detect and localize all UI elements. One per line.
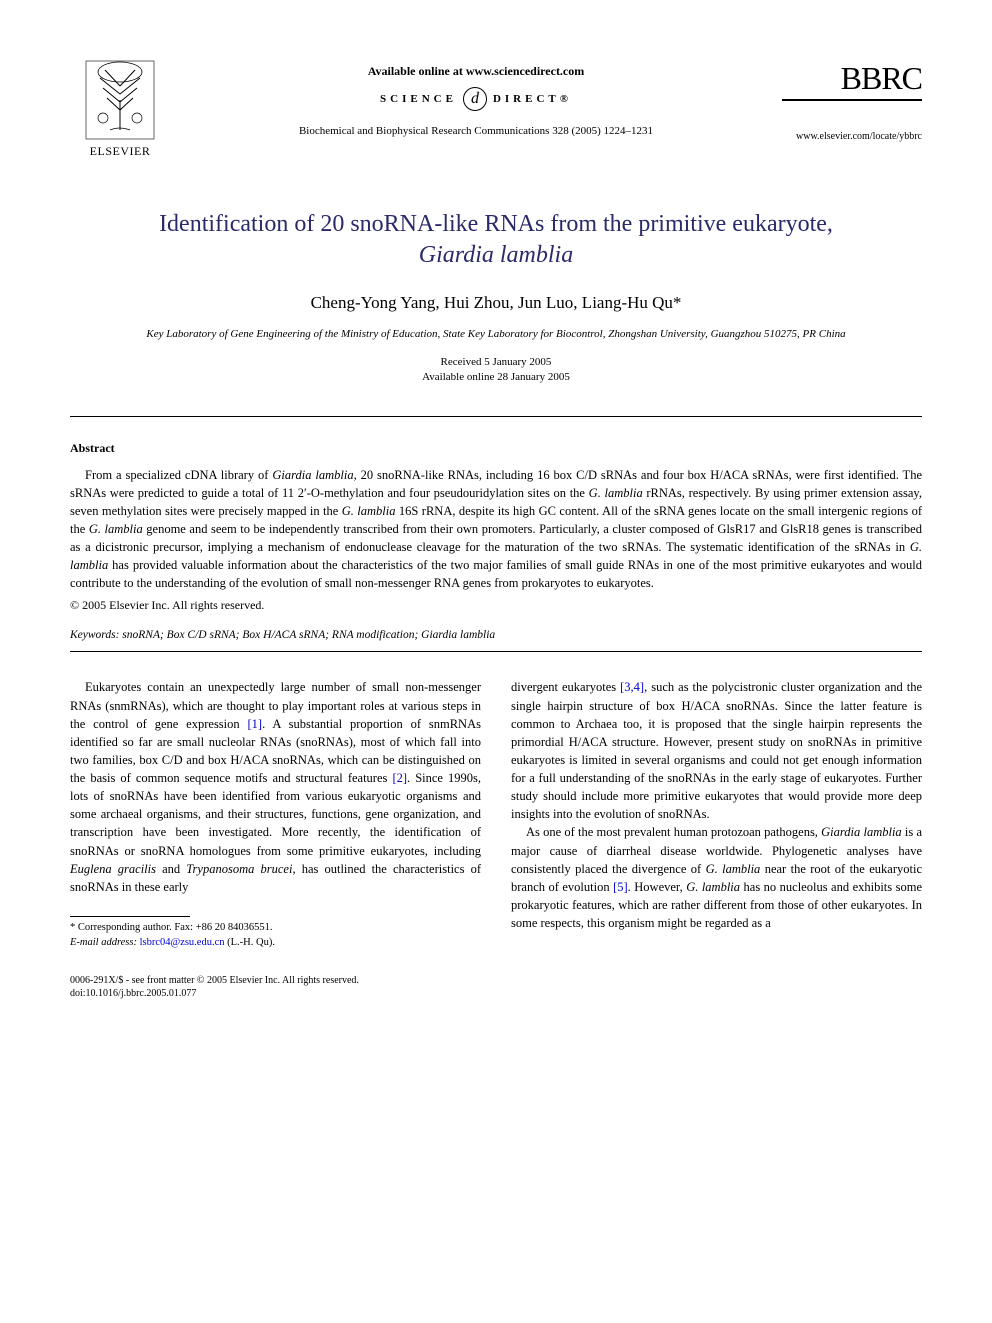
body-paragraph-1: Eukaryotes contain an unexpectedly large… [70,678,481,896]
ref-link-1[interactable]: [1] [248,717,263,731]
journal-reference: Biochemical and Biophysical Research Com… [170,125,782,137]
abstract-body: From a specialized cDNA library of Giard… [70,466,922,593]
ref-link-3-4[interactable]: [3,4] [620,680,644,694]
body-columns: Eukaryotes contain an unexpectedly large… [70,678,922,950]
column-right: divergent eukaryotes [3,4], such as the … [511,678,922,950]
page-footer: 0006-291X/$ - see front matter © 2005 El… [70,974,922,1000]
keywords-label: Keywords: [70,629,119,641]
center-header: Available online at www.sciencedirect.co… [170,60,782,137]
email-label: E-mail address: [70,937,137,948]
sciencedirect-logo: SCIENCE d DIRECT® [380,87,572,111]
rule-above-abstract [70,416,922,417]
received-date: Received 5 January 2005 [441,356,552,368]
keywords: Keywords: snoRNA; Box C/D sRNA; Box H/AC… [70,629,922,641]
publisher-logo-block: ELSEVIER [70,60,170,159]
journal-brand-block: BBRC www.elsevier.com/locate/ybbrc [782,60,922,142]
body-paragraph-2: divergent eukaryotes [3,4], such as the … [511,678,922,823]
available-online-text: Available online at www.sciencedirect.co… [170,64,782,79]
elsevier-tree-icon [85,60,155,140]
online-date: Available online 28 January 2005 [422,371,570,383]
title-line2-species: Giardia lamblia [419,242,573,268]
publisher-label: ELSEVIER [90,144,151,159]
article-title: Identification of 20 snoRNA-like RNAs fr… [70,209,922,271]
locate-url: www.elsevier.com/locate/ybbrc [782,131,922,142]
email-tail: (L.-H. Qu). [225,937,275,948]
sd-text-left: SCIENCE [380,93,457,105]
footnote-rule [70,916,190,917]
body-paragraph-3: As one of the most prevalent human proto… [511,823,922,932]
footer-doi: doi:10.1016/j.bbrc.2005.01.077 [70,988,196,999]
corresponding-author-footnote: * Corresponding author. Fax: +86 20 8403… [70,921,481,950]
journal-abbrev: BBRC [782,60,922,101]
email-line: E-mail address: lsbrc04@zsu.edu.cn (L.-H… [70,936,481,951]
page-header: ELSEVIER Available online at www.science… [70,60,922,159]
sd-text-right: DIRECT® [493,93,572,105]
authors: Cheng-Yong Yang, Hui Zhou, Jun Luo, Lian… [70,293,922,313]
ref-link-2[interactable]: [2] [392,771,407,785]
publication-dates: Received 5 January 2005 Available online… [70,355,922,386]
email-address[interactable]: lsbrc04@zsu.edu.cn [140,937,225,948]
keywords-text: snoRNA; Box C/D sRNA; Box H/ACA sRNA; RN… [119,629,495,641]
footer-front-matter: 0006-291X/$ - see front matter © 2005 El… [70,975,359,986]
title-line1: Identification of 20 snoRNA-like RNAs fr… [159,211,833,237]
corr-author-line: * Corresponding author. Fax: +86 20 8403… [70,921,481,936]
abstract-heading: Abstract [70,441,922,456]
abstract-copyright: © 2005 Elsevier Inc. All rights reserved… [70,598,922,613]
ref-link-5[interactable]: [5] [613,880,628,894]
rule-below-keywords [70,651,922,652]
sd-circle-icon: d [463,87,487,111]
column-left: Eukaryotes contain an unexpectedly large… [70,678,481,950]
affiliation: Key Laboratory of Gene Engineering of th… [70,327,922,342]
